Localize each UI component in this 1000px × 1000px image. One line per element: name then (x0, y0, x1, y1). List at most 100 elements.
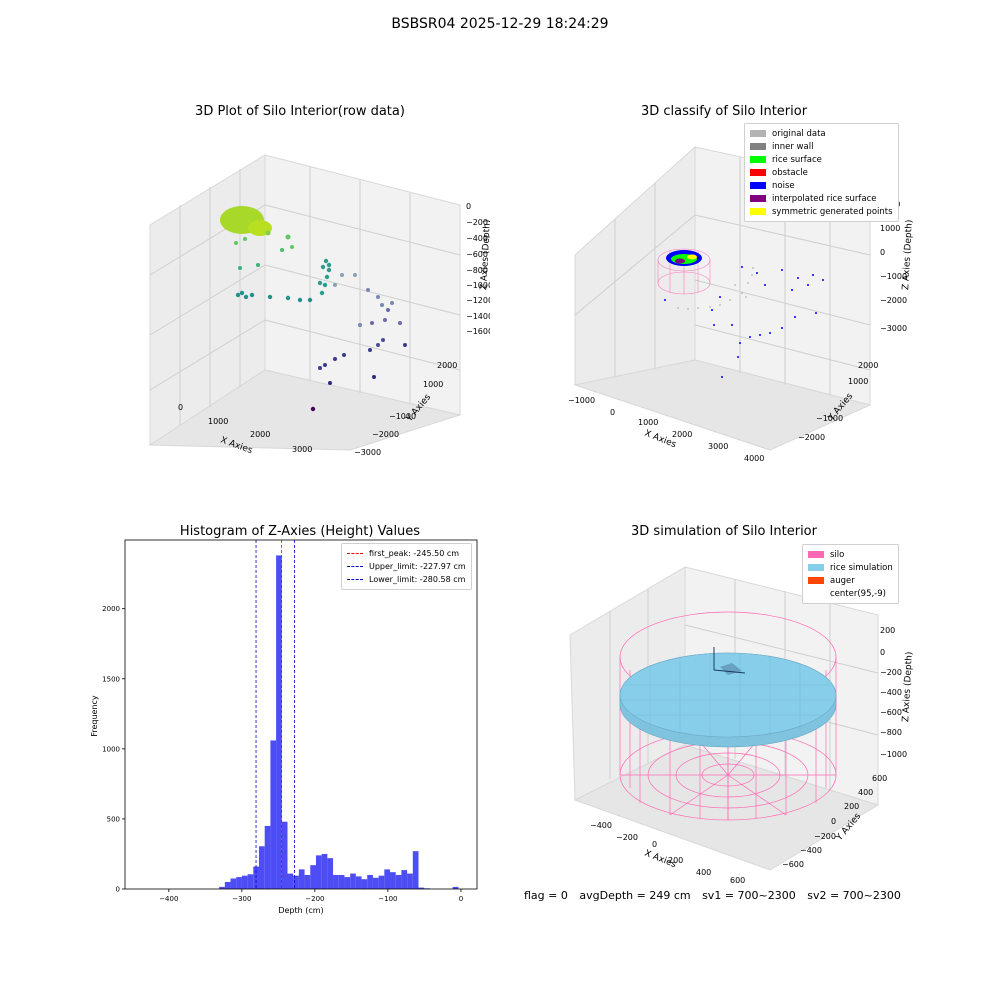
classify-xtick-label: 2000 (672, 430, 692, 439)
simulation-x-axis-label: X Axies (643, 849, 678, 871)
raw-points (220, 206, 407, 412)
classify-ztick-label: −1000 (880, 272, 907, 281)
histogram-bar (247, 874, 254, 889)
simulation-xtick-label: 200 (668, 856, 683, 865)
legend-item: rice simulation (808, 561, 893, 574)
simulation-panel-title: 3D simulation of Silo Interior (631, 524, 817, 539)
histogram-chart: −400 −300 −200 −100 0 0 500 1000 1500 2000 Depth… (90, 539, 478, 915)
x-tick-label: −400 (159, 895, 178, 903)
simulation-ytick-label: 400 (858, 788, 873, 797)
histogram-bar (338, 874, 345, 889)
legend-item: Lower_limit: -280.58 cm (347, 573, 466, 586)
simulation-ytick-label: −200 (814, 832, 836, 841)
x-tick-label: 0 (459, 895, 463, 903)
histogram-bar (259, 846, 265, 889)
classify-ztick-label: 1000 (880, 224, 900, 233)
legend-item: auger (808, 574, 893, 587)
legend-swatch (750, 130, 766, 137)
x-tick-label: −200 (305, 895, 324, 903)
histogram-bar (350, 873, 356, 889)
histogram-bar (293, 875, 299, 889)
raw-z-axis-label: Z Axies (Depth) (479, 219, 490, 290)
legend-item: silo (808, 548, 893, 561)
legend-label: obstacle (772, 167, 808, 178)
raw-ztick-label: −1000 (466, 281, 490, 290)
classify-panel-title: 3D classify of Silo Interior (640, 104, 808, 119)
figure-title: BSBSR04 2025-12-29 18:24:29 (391, 16, 609, 32)
raw-ztick-label: −1400 (466, 312, 490, 321)
histogram-bar (384, 869, 391, 889)
legend-label: Upper_limit: -227.97 cm (369, 562, 466, 571)
classify-xtick-label: 4000 (744, 454, 764, 463)
y-tick-label: 1000 (102, 745, 120, 753)
histogram-bar (287, 873, 294, 889)
classify-legend: original data inner wall rice surface ob… (744, 123, 899, 222)
legend-swatch (750, 195, 766, 202)
simulation-xtick-label: −400 (590, 821, 612, 830)
histogram-bar (310, 865, 316, 889)
legend-swatch (808, 590, 824, 597)
legend-swatch (750, 169, 766, 176)
legend-label: Lower_limit: -280.58 cm (369, 575, 466, 584)
legend-label: rice simulation (830, 562, 893, 573)
raw-ztick-label: −800 (466, 266, 488, 275)
raw-ztick-label: −200 (466, 218, 488, 227)
legend-item: Upper_limit: -227.97 cm (347, 560, 466, 573)
histogram-bar (407, 873, 413, 889)
histogram-title: Histogram of Z-Axies (Height) Values (179, 524, 421, 539)
simulation-ztick-label: −1000 (880, 750, 907, 759)
y-tick-label: 500 (107, 815, 120, 823)
raw-xtick-label: 1000 (208, 417, 228, 426)
classify-ytick-label: −1000 (816, 414, 843, 423)
histogram-x-axis-label: Depth (cm) (278, 906, 323, 915)
histogram-legend: first_peak: -245.50 cm Upper_limit: -227… (341, 543, 472, 590)
histogram-bar (298, 869, 305, 889)
simulation-ytick-label: −600 (782, 860, 804, 869)
raw-ytick-label: −2000 (372, 430, 399, 439)
x-tick-label: −100 (378, 895, 397, 903)
legend-item: center(95,-9) (808, 587, 893, 600)
legend-item: first_peak: -245.50 cm (347, 547, 466, 560)
legend-item: obstacle (750, 166, 893, 179)
raw-xtick-label: 0 (178, 403, 183, 412)
classify-original-points (677, 267, 754, 310)
raw-ytick-label: 1000 (423, 380, 443, 389)
legend-label: auger (830, 575, 855, 586)
simulation-ytick-label: 0 (831, 817, 836, 826)
y-tick-label: 0 (116, 886, 120, 894)
y-tick-label: 2000 (102, 605, 120, 613)
raw-ztick-label: 0 (466, 202, 471, 211)
simulation-ztick-label: 0 (880, 648, 885, 657)
classify-xtick-label: −1000 (568, 396, 595, 405)
legend-swatch (750, 143, 766, 150)
classify-ztick-label: −3000 (880, 324, 907, 333)
histogram-bar (361, 879, 368, 889)
histogram-bar (224, 881, 231, 889)
histogram-bar (236, 877, 242, 889)
legend-label: center(95,-9) (830, 588, 886, 599)
raw-panel-title: 3D Plot of Silo Interior(row data) (195, 104, 405, 119)
simulation-ytick-label: 600 (872, 774, 887, 783)
histogram-y-ticks: 0 500 1000 1500 2000 (102, 605, 125, 894)
histogram-bar (219, 886, 225, 889)
classify-ztick-label: −2000 (880, 296, 907, 305)
classify-interpolated (675, 258, 685, 264)
histogram-bar (412, 851, 419, 889)
classify-symmetric (687, 254, 697, 260)
classify-z-axis-label: Z Axies (Depth) (901, 219, 915, 290)
simulation-ztick-label: −400 (880, 688, 902, 697)
histogram-bar (333, 874, 339, 889)
classify-xtick-label: 3000 (708, 442, 728, 451)
legend-swatch (750, 182, 766, 189)
histogram-bar (372, 877, 379, 889)
histogram-reference-lines (255, 540, 295, 889)
legend-label: silo (830, 549, 845, 560)
histogram-bar (264, 825, 271, 889)
y-tick-label: 1500 (102, 675, 120, 683)
simulation-ztick-label: −800 (880, 728, 902, 737)
legend-swatch (750, 208, 766, 215)
legend-item: original data (750, 127, 893, 140)
simulation-xtick-label: 0 (652, 840, 657, 849)
histogram-bar (378, 875, 385, 889)
classify-ytick-label: 2000 (858, 361, 878, 370)
